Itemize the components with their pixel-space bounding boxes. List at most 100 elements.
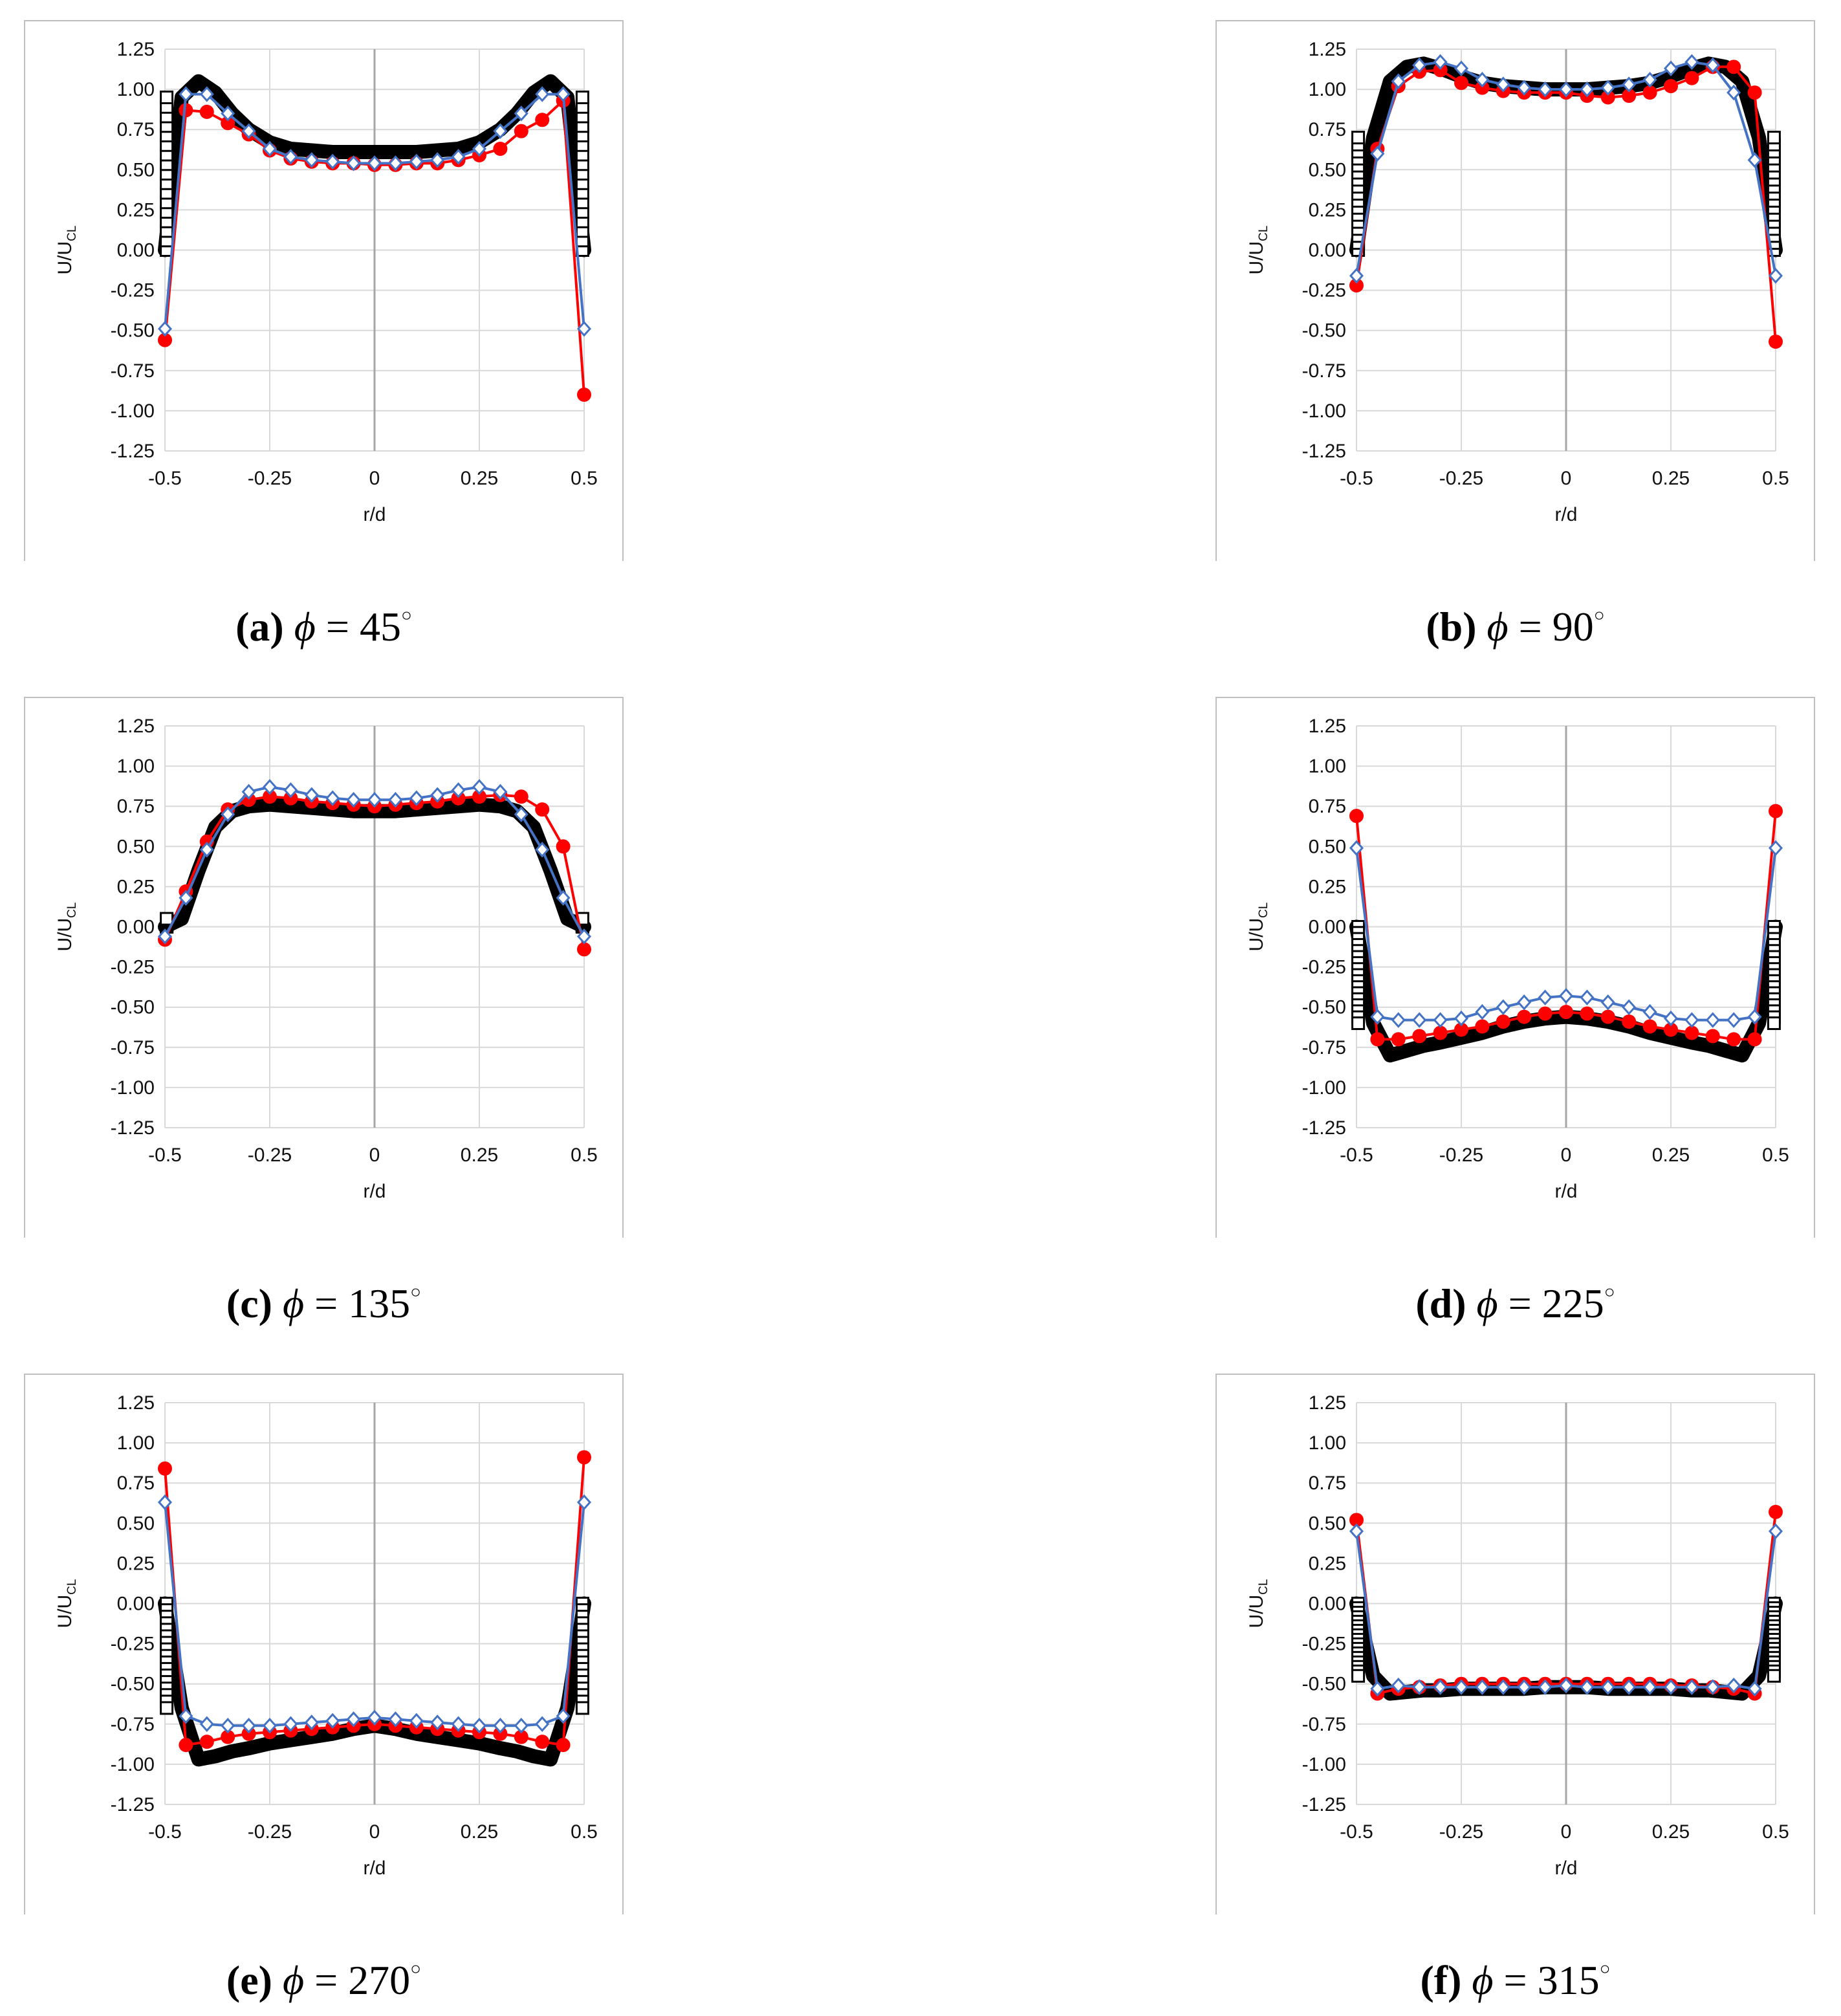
- series-marker-circle: [556, 1738, 571, 1753]
- y-axis-title-subscript: CL: [1257, 903, 1270, 918]
- series-marker-circle: [1769, 1504, 1783, 1519]
- chart-frame: [24, 1374, 624, 1914]
- chart-panel-d: 1.251.000.750.500.250.00-0.25-0.50-0.75-…: [1215, 697, 1815, 1326]
- caption-label: (d): [1415, 1280, 1466, 1326]
- caption-degree: ○: [1604, 1282, 1615, 1302]
- y-tick-label: 0.50: [1309, 159, 1346, 181]
- x-tick-label: 0.5: [571, 1821, 598, 1843]
- panel-caption: (a) ϕ = 45○: [235, 604, 412, 650]
- x-tick-label: 0.5: [571, 1145, 598, 1166]
- series-marker-circle: [1349, 278, 1364, 293]
- series-marker-diamond: [1370, 146, 1385, 162]
- series-marker-diamond: [1558, 81, 1574, 98]
- series-marker-diamond: [1747, 152, 1762, 168]
- x-tick-label: 0: [1561, 1821, 1572, 1843]
- series-marker-circle: [577, 1450, 591, 1465]
- x-tick-label: -0.25: [1439, 468, 1483, 489]
- series-marker-diamond: [1747, 1009, 1762, 1025]
- y-tick-label: -0.25: [111, 957, 155, 978]
- panel-caption: (e) ϕ = 270○: [226, 1957, 421, 2003]
- series-marker-circle: [577, 942, 591, 957]
- y-axis-title-subscript: CL: [1257, 226, 1270, 241]
- series-marker-circle: [1747, 1032, 1762, 1047]
- series-marker-diamond: [283, 1716, 298, 1733]
- y-tick-label: 1.00: [1309, 79, 1346, 100]
- series-marker-diamond: [241, 123, 256, 139]
- y-tick-label: -0.75: [111, 1714, 155, 1735]
- series-marker-diamond: [1412, 1679, 1427, 1695]
- series-marker-circle: [1349, 1513, 1364, 1528]
- series-marker-diamond: [1747, 1680, 1762, 1697]
- series-marker-diamond: [1580, 81, 1595, 98]
- x-tick-label: 0: [369, 1145, 380, 1166]
- series-marker-circle: [535, 1735, 550, 1749]
- panel-caption: (f) ϕ = 315○: [1420, 1957, 1610, 2003]
- series-marker-diamond: [262, 779, 278, 795]
- caption-phi: ϕ: [1466, 1280, 1498, 1326]
- series-marker-square: [160, 91, 174, 105]
- x-tick-label: -0.5: [148, 1821, 182, 1843]
- series-marker-diamond: [1454, 1679, 1469, 1695]
- series-marker-diamond: [367, 155, 382, 171]
- series-marker-diamond: [346, 1711, 361, 1727]
- series-marker-circle: [1600, 1009, 1615, 1024]
- panel-caption: (d) ϕ = 225○: [1415, 1280, 1615, 1326]
- series-marker-circle: [1454, 76, 1468, 91]
- series-marker-circle: [1622, 1014, 1637, 1029]
- series-marker-diamond: [576, 928, 592, 945]
- y-axis-title-main: U/U: [1246, 241, 1267, 275]
- series-marker-diamond: [157, 1494, 173, 1511]
- series-marker-diamond: [199, 1716, 214, 1733]
- series-marker-diamond: [451, 1716, 466, 1733]
- x-tick-label: 0.25: [1652, 1821, 1690, 1843]
- y-tick-label: 0.75: [1309, 1473, 1346, 1494]
- series-marker-diamond: [1349, 268, 1364, 284]
- series-marker-diamond: [367, 792, 382, 808]
- y-tick-label: -1.25: [1302, 1117, 1346, 1139]
- series-marker-diamond: [1768, 840, 1783, 857]
- series-marker-diamond: [179, 86, 193, 102]
- y-tick-label: -0.50: [111, 320, 155, 342]
- series-marker-circle: [158, 1461, 172, 1476]
- y-tick-label: 1.00: [117, 1432, 155, 1454]
- series-marker-diamond: [556, 86, 571, 102]
- x-tick-label: 0.25: [461, 1821, 498, 1843]
- series-marker-circle: [556, 839, 571, 854]
- series-marker-diamond: [1391, 73, 1406, 89]
- y-tick-label: 1.25: [1309, 1392, 1346, 1414]
- y-tick-label: 0.75: [117, 1473, 155, 1494]
- y-axis-title: U/UCL: [1246, 903, 1270, 952]
- series-marker-diamond: [304, 152, 319, 168]
- series-marker-diamond: [535, 1716, 550, 1733]
- y-tick-label: -0.75: [111, 360, 155, 382]
- caption-label: (c): [226, 1280, 272, 1326]
- series-marker-diamond: [1663, 60, 1679, 77]
- y-tick-label: 1.25: [1309, 39, 1346, 60]
- series-marker-circle: [1769, 334, 1783, 349]
- y-tick-label: 0.25: [117, 199, 155, 221]
- x-tick-label: 0: [369, 1821, 380, 1843]
- caption-angle: = 135: [304, 1280, 410, 1326]
- series-marker-circle: [283, 791, 298, 805]
- y-tick-label: 1.25: [117, 1392, 155, 1414]
- series-marker-diamond: [1600, 80, 1615, 96]
- series-marker-diamond: [430, 152, 445, 168]
- series-marker-circle: [179, 1738, 193, 1753]
- series-marker-diamond: [262, 1718, 278, 1734]
- series-marker-diamond: [1475, 1679, 1490, 1695]
- chart-panel-a: 1.251.000.750.500.250.00-0.25-0.50-0.75-…: [24, 20, 624, 650]
- series-marker-diamond: [1412, 57, 1427, 74]
- series-marker-square: [1351, 1669, 1366, 1683]
- series-marker-diamond: [1684, 54, 1699, 71]
- caption-angle: = 315: [1494, 1957, 1600, 2003]
- series-marker-diamond: [1622, 76, 1637, 93]
- chart-panel-b: 1.251.000.750.500.250.00-0.25-0.50-0.75-…: [1215, 20, 1815, 650]
- series-marker-diamond: [1454, 60, 1469, 77]
- series-marker-circle: [514, 1729, 528, 1744]
- series-marker-diamond: [556, 890, 571, 906]
- series-marker-diamond: [1727, 1677, 1741, 1694]
- series-marker-diamond: [1663, 1679, 1679, 1695]
- series-marker-diamond: [304, 1715, 319, 1731]
